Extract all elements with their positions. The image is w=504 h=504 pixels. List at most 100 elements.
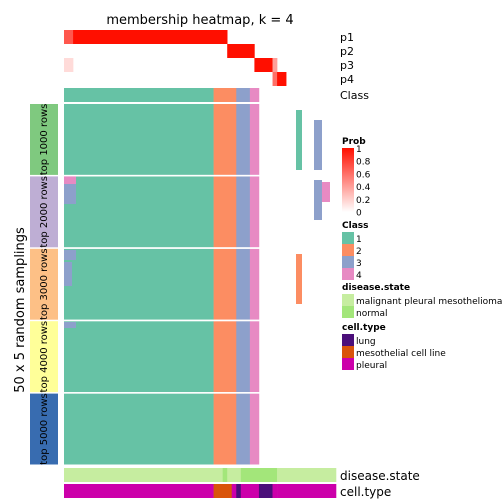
- class-cell-4: [249, 88, 260, 102]
- legend-disease-label-0: malignant pleural mesothelioma: [356, 297, 502, 307]
- heat-block-group1-class2: [213, 104, 237, 175]
- cell-type-cell-1: [213, 484, 233, 498]
- group-separator-1: [64, 174, 336, 177]
- heat-block-group1-class1: [64, 104, 214, 175]
- prob-row-label-p3: p3: [340, 59, 354, 72]
- heat-speckle-6: [296, 110, 302, 170]
- heat-block-group2-class2: [213, 176, 237, 248]
- prob-row-label-p1: p1: [340, 31, 354, 44]
- group-separator-2: [64, 247, 336, 249]
- cell-type-row-label: cell.type: [340, 485, 391, 499]
- heat-block-group5-class3: [236, 393, 251, 465]
- legend-celltype-swatch-0: [342, 334, 354, 346]
- legend-class-swatch-3: [342, 256, 354, 268]
- heat-speckle-4: [64, 262, 72, 286]
- legend-class-swatch-4: [342, 268, 354, 280]
- prob-row-label-p2: p2: [340, 45, 354, 58]
- heat-speckle-7: [314, 120, 322, 170]
- disease-state-cell-0: [64, 468, 223, 482]
- prob-cell-p1-0: [64, 30, 74, 44]
- group-bar-1: [30, 104, 58, 175]
- legends: Prob10.80.60.40.20Class1234disease.state…: [342, 137, 502, 371]
- legend-class-label-4: 4: [356, 271, 362, 281]
- legend-disease-swatch-1: [342, 306, 354, 318]
- class-row-label: Class: [340, 89, 369, 102]
- heat-speckle-9: [296, 254, 302, 304]
- prob-cell-p3-2: [254, 58, 273, 72]
- heat-speckle-1: [64, 176, 76, 184]
- group-label-1: top 1000 rows: [39, 104, 50, 176]
- legend-prob-tick-5: 0: [356, 209, 362, 219]
- heat-block-group5-class1: [64, 393, 214, 465]
- heat-block-group2-class3: [236, 176, 251, 248]
- legend-class-label-1: 1: [356, 235, 362, 245]
- cell-type-cell-4: [240, 484, 260, 498]
- group-separator-4: [64, 392, 336, 394]
- prob-row-label-p4: p4: [340, 73, 354, 86]
- heat-speckle-8: [314, 180, 322, 220]
- heat-block-group3-class1: [64, 248, 214, 320]
- group-label-2: top 2000 rows: [39, 176, 50, 248]
- group-label-3: top 3000 rows: [39, 248, 50, 320]
- heat-block-group1-class4: [249, 104, 260, 175]
- group-bar-2: [30, 176, 58, 248]
- legend-celltype-label-1: mesothelial cell line: [356, 349, 446, 359]
- annotation-rows: disease.state cell.type: [64, 468, 420, 499]
- legend-prob-title: Prob: [342, 137, 366, 147]
- class-cell-2: [213, 88, 237, 102]
- group-bar-3: [30, 248, 58, 320]
- legend-prob-colorbar: [342, 148, 354, 212]
- heat-block-group1-class3: [236, 104, 251, 175]
- prob-cell-p4-2: [277, 72, 287, 86]
- heat-block-group2-class1: [64, 176, 214, 248]
- heat-block-group3-class2: [213, 248, 237, 320]
- heat-block-group3-class4: [249, 248, 260, 320]
- legend-celltype-label-0: lung: [356, 337, 376, 347]
- heat-block-group5-class4: [249, 393, 260, 465]
- group-separator-3: [64, 319, 336, 322]
- group-bar-5: [30, 393, 58, 465]
- class-row: Class: [64, 88, 369, 102]
- heat-block-group2-class4: [249, 176, 260, 248]
- legend-celltype-label-2: pleural: [356, 361, 387, 371]
- group-label-5: top 5000 rows: [39, 393, 50, 465]
- legend-celltype-title: cell.type: [342, 323, 386, 333]
- heat-speckle-5: [64, 322, 76, 328]
- chart-title: membership heatmap, k = 4: [106, 13, 293, 28]
- legend-prob-tick-2: 0.6: [356, 170, 371, 180]
- heat-block-group5-class2: [213, 393, 237, 465]
- legend-class-title: Class: [342, 221, 368, 231]
- disease-state-cell-2: [227, 468, 242, 482]
- legend-class-label-2: 2: [356, 247, 362, 257]
- heat-speckle-3: [64, 250, 76, 260]
- legend-celltype-swatch-1: [342, 346, 354, 358]
- legend-prob-tick-1: 0.8: [356, 158, 371, 168]
- legend-celltype-swatch-2: [342, 358, 354, 370]
- legend-disease-swatch-0: [342, 294, 354, 306]
- legend-disease-title: disease.state: [342, 283, 410, 293]
- disease-state-row-label: disease.state: [340, 469, 420, 483]
- cell-type-cell-2: [231, 484, 237, 498]
- class-cell-1: [64, 88, 214, 102]
- y-axis-label: 50 x 5 random samplings: [13, 227, 28, 393]
- legend-disease-label-1: normal: [356, 309, 388, 319]
- heat-block-group4-class4: [249, 321, 260, 393]
- heat-block-group4-class2: [213, 321, 237, 393]
- class-cell-3: [236, 88, 251, 102]
- prob-cell-p3-0: [64, 58, 74, 72]
- prob-cell-p2-1: [227, 44, 255, 58]
- disease-state-cell-1: [222, 468, 228, 482]
- cell-type-cell-7: [277, 484, 337, 498]
- legend-class-label-3: 3: [356, 259, 362, 269]
- legend-prob-tick-3: 0.4: [356, 183, 371, 193]
- disease-state-cell-4: [277, 468, 337, 482]
- prob-cell-p4-1: [272, 72, 278, 86]
- legend-prob-tick-0: 1: [356, 145, 362, 155]
- disease-state-cell-3: [240, 468, 278, 482]
- legend-class-swatch-2: [342, 244, 354, 256]
- heat-block-group4-class1: [64, 321, 214, 393]
- cell-type-cell-3: [236, 484, 242, 498]
- legend-class-swatch-1: [342, 232, 354, 244]
